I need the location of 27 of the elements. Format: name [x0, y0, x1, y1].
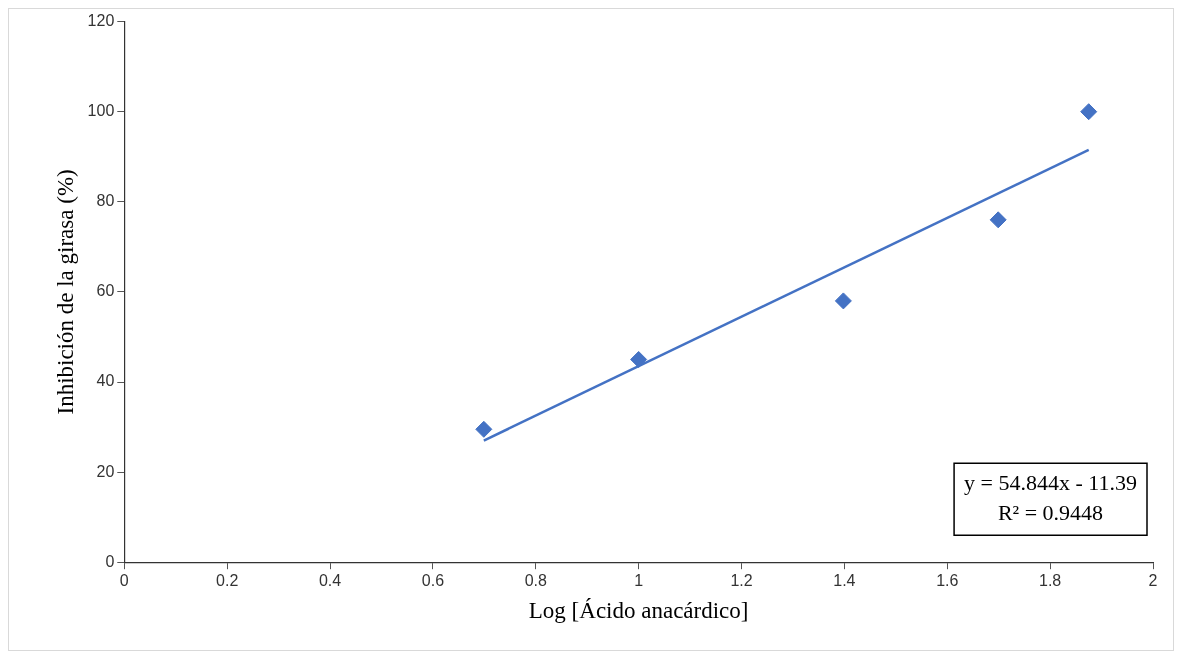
annotation: y = 54.844x - 11.39: [964, 469, 1137, 495]
y-tick-label: 40: [96, 372, 115, 390]
point: [989, 211, 1007, 229]
y-tick-label: 60: [96, 282, 115, 300]
x-tick-label: 0.8: [524, 572, 547, 590]
point: [834, 292, 852, 310]
point: [630, 350, 648, 368]
x-axis-title: Log [Ácido anacárdico]: [528, 598, 749, 624]
y-tick-label: 120: [87, 12, 115, 30]
x-tick-label: 0: [119, 572, 129, 590]
x-tick-label: 0.4: [318, 572, 342, 590]
x-tick-label: 0.2: [216, 572, 239, 590]
x-tick-label: 2: [1148, 572, 1158, 590]
y-tick-label: 20: [96, 462, 115, 480]
annotation: R² = 0.9448: [997, 499, 1104, 525]
point: [475, 420, 493, 438]
x-tick-label: 0.6: [421, 572, 445, 590]
x-tick-label: 1.4: [833, 572, 856, 590]
x-tick-label: 1.8: [1039, 572, 1062, 590]
y-tick-label: 80: [96, 192, 115, 210]
y-tick-label: 0: [105, 552, 115, 570]
x-tick-label: 1.2: [730, 572, 753, 590]
y-tick-label: 100: [87, 102, 115, 120]
x-tick-label: 1.6: [936, 572, 959, 590]
y-axis-title: Inhibición de la girasa (%): [52, 169, 78, 415]
point: [1080, 103, 1098, 121]
x-tick-label: 1: [634, 572, 644, 590]
